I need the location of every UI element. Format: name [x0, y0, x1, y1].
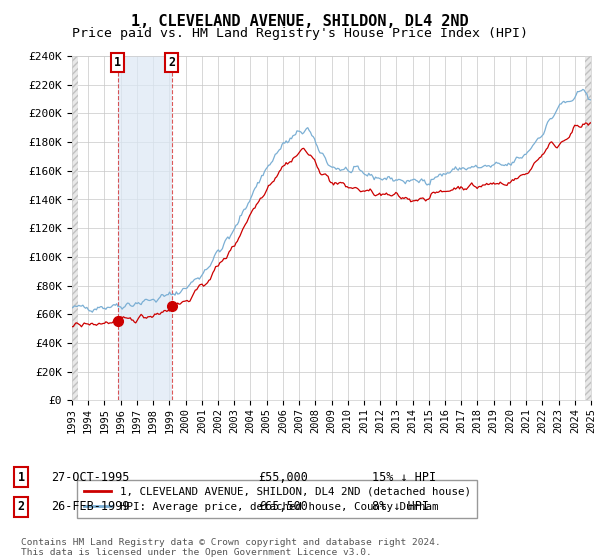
Bar	[584, 56, 591, 400]
Text: 8% ↓ HPI: 8% ↓ HPI	[372, 500, 429, 514]
Bar	[118, 56, 172, 400]
Text: 1: 1	[17, 470, 25, 484]
Text: £65,500: £65,500	[258, 500, 308, 514]
Text: 26-FEB-1999: 26-FEB-1999	[51, 500, 130, 514]
Text: 27-OCT-1995: 27-OCT-1995	[51, 470, 130, 484]
Text: Contains HM Land Registry data © Crown copyright and database right 2024.
This d: Contains HM Land Registry data © Crown c…	[21, 538, 441, 557]
Text: 2: 2	[17, 500, 25, 514]
Text: 1: 1	[114, 56, 121, 69]
Text: £55,000: £55,000	[258, 470, 308, 484]
Text: 1, CLEVELAND AVENUE, SHILDON, DL4 2ND: 1, CLEVELAND AVENUE, SHILDON, DL4 2ND	[131, 14, 469, 29]
Bar	[72, 56, 79, 400]
Text: 2: 2	[168, 56, 175, 69]
Legend: 1, CLEVELAND AVENUE, SHILDON, DL4 2ND (detached house), HPI: Average price, deta: 1, CLEVELAND AVENUE, SHILDON, DL4 2ND (d…	[77, 480, 477, 518]
Text: 15% ↓ HPI: 15% ↓ HPI	[372, 470, 436, 484]
Text: Price paid vs. HM Land Registry's House Price Index (HPI): Price paid vs. HM Land Registry's House …	[72, 27, 528, 40]
